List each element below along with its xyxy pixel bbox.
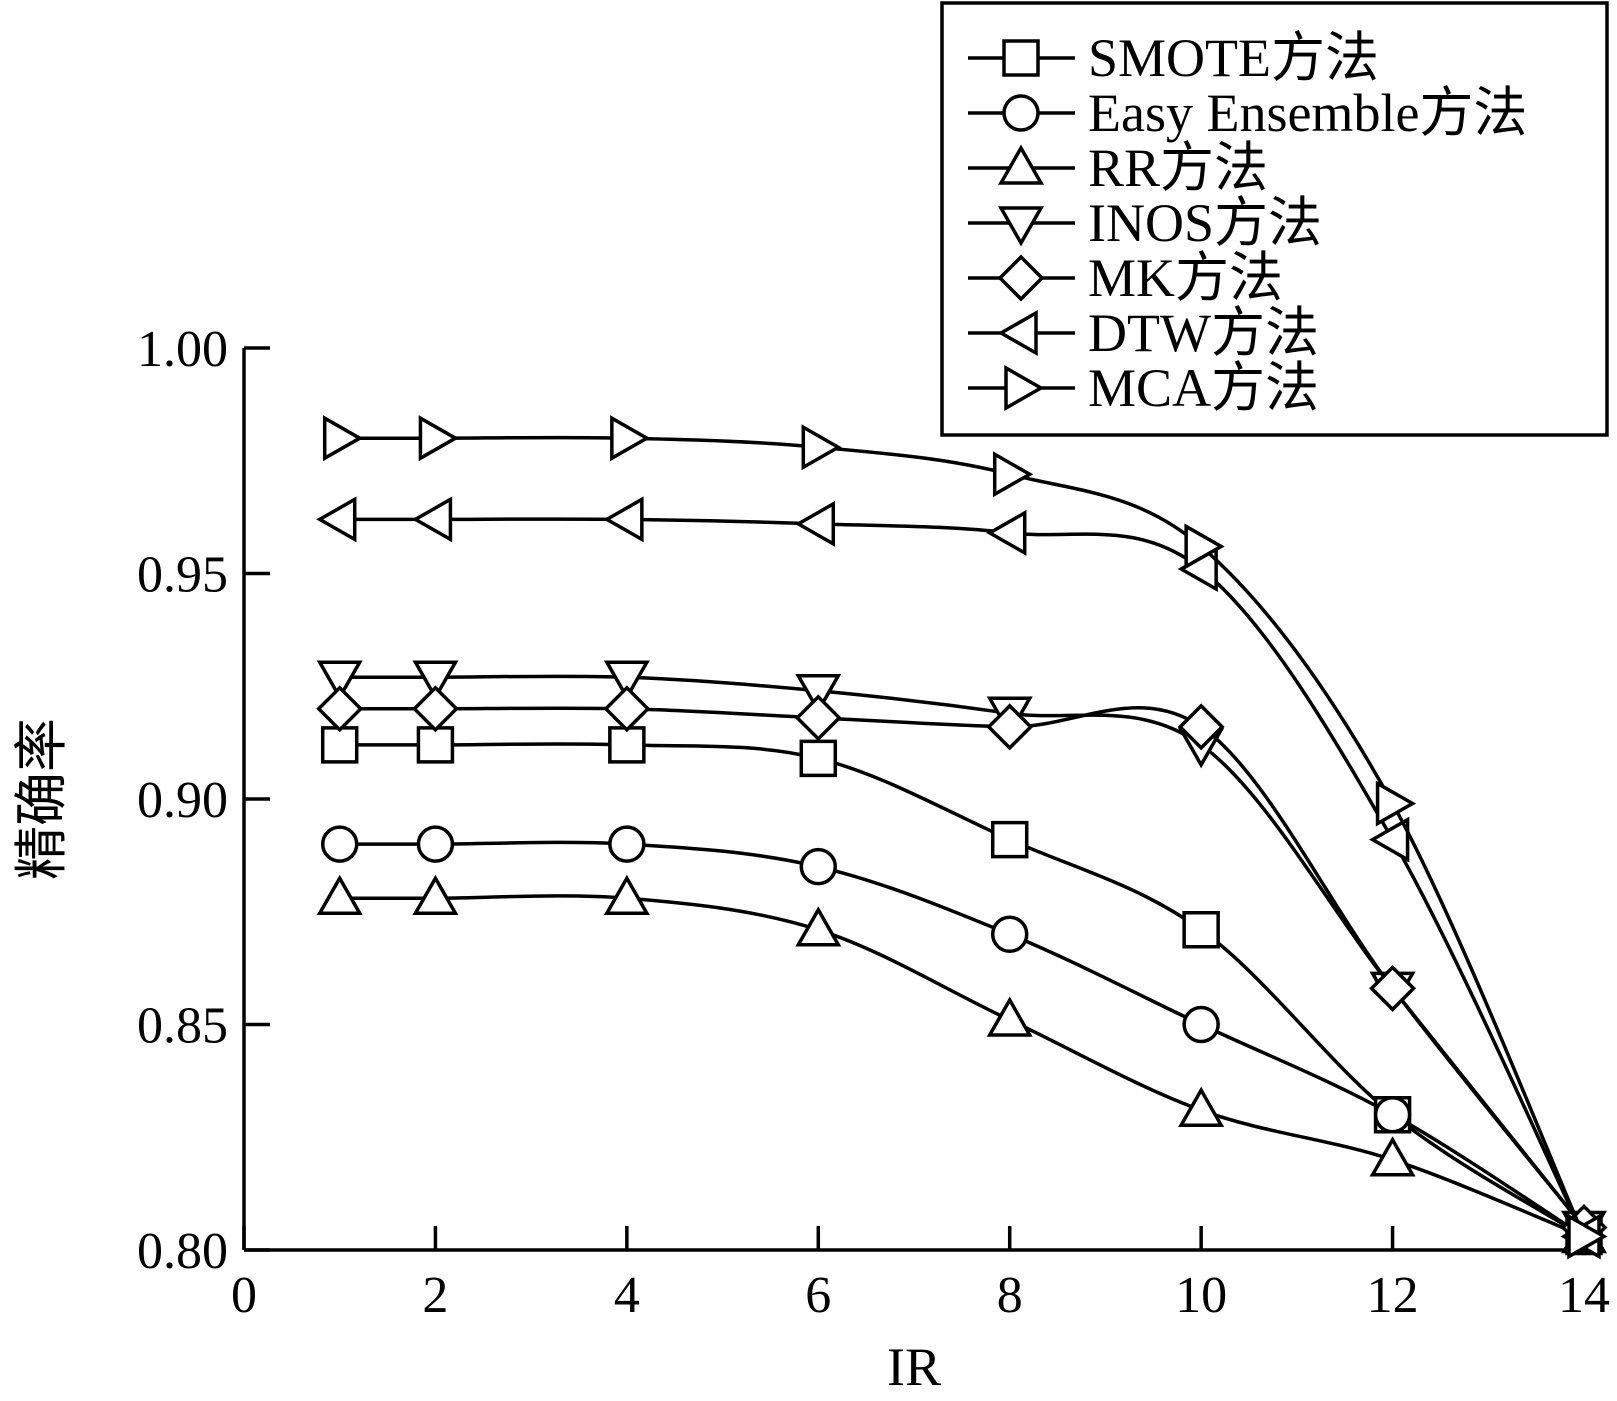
data-point-marker	[603, 496, 644, 543]
y-tick-label: 0.90	[137, 772, 228, 829]
data-point-marker	[795, 674, 842, 715]
legend-label: SMOTE方法	[1088, 28, 1379, 88]
legend-item: MCA方法	[968, 358, 1319, 418]
legend-item: DTW方法	[968, 303, 1319, 363]
data-point-marker	[1375, 780, 1417, 827]
legend-marker	[1002, 39, 1040, 77]
legend-label: DTW方法	[1088, 303, 1319, 363]
legend-marker	[1004, 364, 1045, 412]
data-point-marker	[992, 451, 1034, 498]
data-point-marker	[990, 820, 1029, 859]
x-tick-label: 0	[231, 1267, 257, 1324]
data-point-marker	[990, 915, 1029, 954]
legend-marker	[1002, 94, 1040, 132]
legend-item: SMOTE方法	[968, 28, 1379, 88]
data-point-marker	[316, 496, 357, 543]
x-tick-label: 6	[805, 1267, 831, 1324]
data-point-marker	[411, 496, 453, 543]
x-tick-label: 8	[997, 1267, 1023, 1324]
data-point-marker	[316, 685, 364, 733]
legend-item: INOS方法	[968, 193, 1322, 253]
data-point-marker	[1177, 703, 1225, 751]
y-axis-ticks: 0.80 0.85 0.90 0.95 1.00	[137, 321, 270, 1280]
data-point-marker	[1182, 911, 1220, 949]
series-4	[316, 685, 1608, 1251]
data-point-marker	[412, 660, 459, 701]
plot-area	[316, 415, 1608, 1260]
x-tick-label: 14	[1558, 1267, 1610, 1324]
y-tick-label: 0.85	[137, 998, 228, 1055]
data-point-marker	[1369, 964, 1417, 1012]
series-1	[320, 825, 1603, 1256]
data-point-marker	[799, 739, 838, 778]
data-point-marker	[1369, 816, 1410, 863]
data-point-marker	[610, 415, 651, 462]
data-point-marker	[320, 825, 359, 863]
data-point-marker	[416, 825, 455, 863]
series-5	[316, 496, 1601, 1260]
data-point-marker	[322, 415, 364, 462]
legend-label: Easy Ensemble方法	[1088, 83, 1527, 143]
x-tick-label: 12	[1367, 1267, 1419, 1324]
data-point-marker	[411, 685, 459, 733]
legend-marker	[997, 254, 1045, 302]
x-tick-label: 10	[1175, 1267, 1227, 1324]
legend-marker	[997, 206, 1045, 247]
data-point-marker	[1178, 1086, 1225, 1127]
data-point-marker	[320, 726, 359, 764]
data-point-marker	[986, 703, 1034, 751]
series-line	[339, 894, 1585, 1239]
series-2	[316, 874, 1608, 1254]
x-tick-label: 2	[422, 1267, 448, 1324]
series-6	[322, 415, 1608, 1260]
legend-label: MCA方法	[1088, 358, 1319, 418]
legend-item: Easy Ensemble方法	[968, 83, 1527, 143]
legend-marker	[997, 309, 1038, 357]
y-tick-label: 0.80	[137, 1223, 228, 1280]
y-tick-label: 1.00	[137, 321, 228, 378]
legend-item: RR方法	[968, 138, 1268, 198]
data-point-marker	[1373, 1095, 1412, 1134]
data-point-marker	[316, 874, 363, 915]
legend-box	[940, 1, 1609, 437]
series-3	[316, 660, 1608, 1251]
data-point-marker	[799, 847, 838, 886]
data-point-marker	[794, 500, 836, 547]
data-point-marker	[416, 726, 455, 764]
legend-label: INOS方法	[1088, 193, 1322, 253]
data-point-marker	[1369, 1136, 1416, 1177]
x-axis-title: IR	[887, 1337, 941, 1397]
legend-label: MK方法	[1088, 248, 1283, 308]
legend-marker	[997, 144, 1045, 185]
y-tick-label: 0.95	[137, 547, 228, 604]
data-point-marker	[795, 906, 842, 947]
data-point-marker	[608, 726, 646, 764]
y-axis-title: 精确率	[12, 718, 72, 880]
data-point-marker	[801, 424, 842, 471]
x-axis-ticks: 0 2 4 6 8 10 12 14	[231, 1226, 1610, 1324]
data-point-marker	[603, 685, 651, 733]
data-point-marker	[1184, 523, 1225, 570]
data-point-marker	[418, 415, 459, 462]
data-point-marker	[412, 874, 459, 915]
data-point-marker	[794, 694, 842, 742]
data-point-marker	[603, 874, 650, 915]
x-tick-label: 4	[614, 1267, 640, 1324]
legend-label: RR方法	[1088, 138, 1268, 198]
data-point-marker	[986, 509, 1027, 556]
series-line	[339, 840, 1585, 1238]
data-point-marker	[608, 825, 646, 863]
data-point-marker	[986, 996, 1033, 1037]
data-point-marker	[603, 660, 650, 701]
data-point-marker	[1567, 1213, 1608, 1260]
data-point-marker	[1182, 1005, 1220, 1044]
axes: 0 2 4 6 8 10 12 14 0.80 0.85 0.90 0.95 1.00	[137, 321, 1610, 1324]
legend-item: MK方法	[968, 248, 1283, 308]
data-point-marker	[316, 660, 363, 701]
